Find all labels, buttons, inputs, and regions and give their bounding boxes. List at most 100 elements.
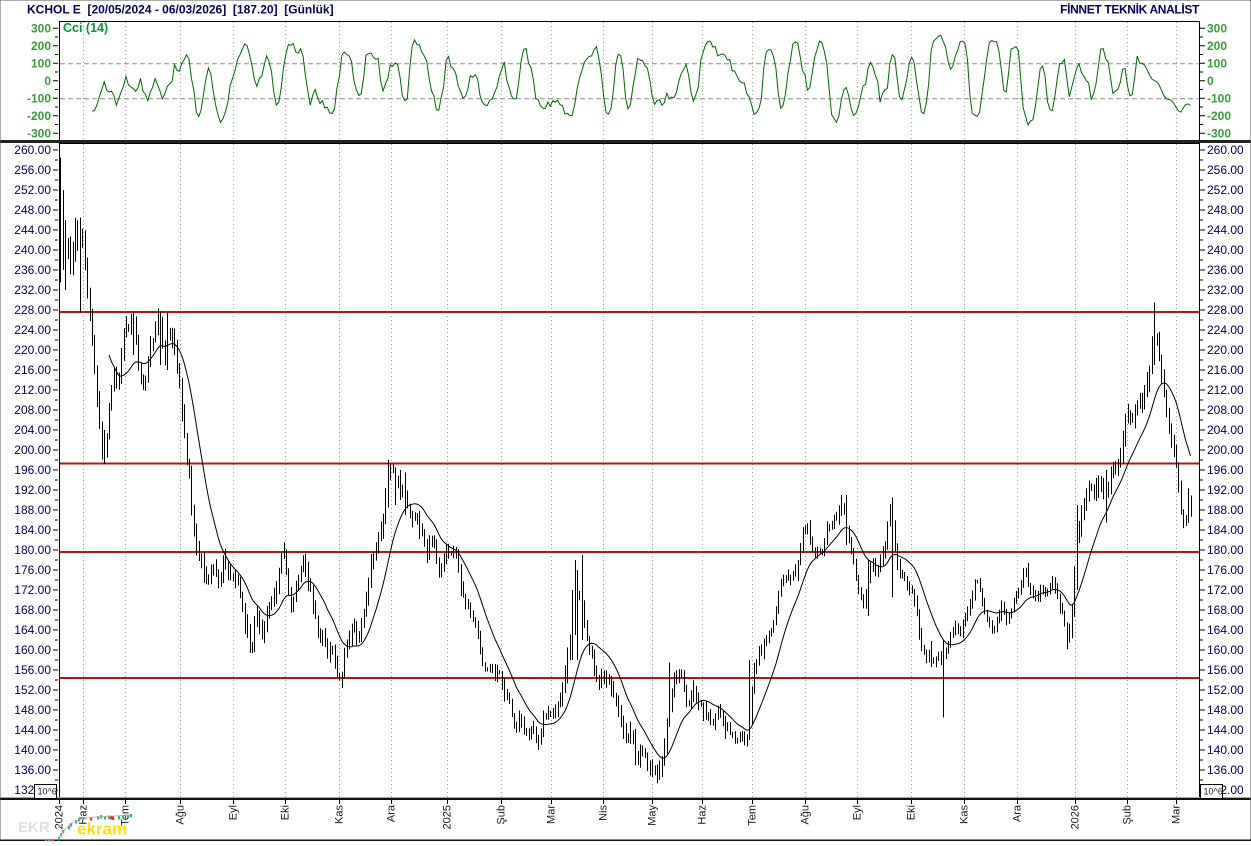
svg-text:2025: 2025 [442, 805, 454, 829]
svg-text:216.00: 216.00 [1207, 363, 1244, 377]
svg-text:Ara: Ara [386, 804, 398, 822]
svg-text:164.00: 164.00 [1207, 623, 1244, 637]
svg-text:240.00: 240.00 [14, 243, 51, 257]
svg-text:Eyl: Eyl [852, 805, 864, 820]
svg-text:-300: -300 [27, 126, 51, 140]
svg-text:Mar: Mar [546, 805, 558, 824]
svg-text:156.00: 156.00 [14, 663, 51, 677]
svg-text:180.00: 180.00 [1207, 543, 1244, 557]
svg-text:216.00: 216.00 [14, 363, 51, 377]
svg-text:212.00: 212.00 [14, 383, 51, 397]
svg-text:200.00: 200.00 [1207, 443, 1244, 457]
svg-text:140.00: 140.00 [14, 743, 51, 757]
svg-text:-200: -200 [1207, 109, 1231, 123]
svg-text:236.00: 236.00 [1207, 263, 1244, 277]
svg-text:KCHOL E [20/05/2024 - 06/03/2: KCHOL E [20/05/2024 - 06/03/2026] [187.2… [27, 3, 334, 17]
svg-text:244.00: 244.00 [14, 223, 51, 237]
svg-text:2026: 2026 [1070, 805, 1082, 829]
svg-text:172.00: 172.00 [14, 583, 51, 597]
svg-text:188.00: 188.00 [14, 503, 51, 517]
svg-text:160.00: 160.00 [14, 643, 51, 657]
svg-text:176.00: 176.00 [14, 563, 51, 577]
svg-text:236.00: 236.00 [14, 263, 51, 277]
svg-text:Eyl: Eyl [228, 805, 240, 820]
svg-text:ekram: ekram [77, 820, 127, 839]
svg-text:188.00: 188.00 [1207, 503, 1244, 517]
svg-text:Mar: Mar [1171, 805, 1183, 824]
svg-text:Kas: Kas [334, 805, 346, 824]
svg-text:FİNNET TEKNİK ANALİST: FİNNET TEKNİK ANALİST [1060, 2, 1200, 17]
svg-text:Cci (14): Cci (14) [63, 21, 108, 35]
svg-text:10^6: 10^6 [1204, 787, 1223, 797]
svg-text:Kas: Kas [959, 805, 971, 824]
svg-text:148.00: 148.00 [14, 703, 51, 717]
svg-text:100: 100 [1207, 56, 1227, 70]
svg-text:Nis: Nis [598, 805, 610, 821]
svg-text:-100: -100 [27, 91, 51, 105]
svg-text:256.00: 256.00 [14, 163, 51, 177]
svg-text:168.00: 168.00 [1207, 603, 1244, 617]
svg-text:Tem: Tem [747, 805, 759, 826]
svg-text:Ara: Ara [1012, 804, 1024, 822]
svg-text:140.00: 140.00 [1207, 743, 1244, 757]
svg-text:200: 200 [1207, 39, 1227, 53]
svg-text:228.00: 228.00 [1207, 303, 1244, 317]
svg-text:10^6: 10^6 [38, 787, 57, 797]
svg-text:204.00: 204.00 [14, 423, 51, 437]
svg-text:144.00: 144.00 [1207, 723, 1244, 737]
svg-text:152.00: 152.00 [14, 683, 51, 697]
svg-text:Ağu: Ağu [175, 805, 187, 825]
svg-text:2024: 2024 [54, 805, 66, 829]
svg-text:196.00: 196.00 [14, 463, 51, 477]
svg-text:224.00: 224.00 [14, 323, 51, 337]
svg-text:220.00: 220.00 [14, 343, 51, 357]
svg-text:-100: -100 [1207, 91, 1231, 105]
svg-text:Eki: Eki [280, 805, 292, 820]
svg-text:252.00: 252.00 [14, 183, 51, 197]
svg-text:176.00: 176.00 [1207, 563, 1244, 577]
svg-text:260.00: 260.00 [14, 143, 51, 157]
svg-text:300: 300 [31, 21, 51, 35]
svg-text:248.00: 248.00 [1207, 203, 1244, 217]
svg-text:EKR: EKR [18, 819, 50, 836]
svg-text:-200: -200 [27, 109, 51, 123]
svg-text:232.00: 232.00 [14, 283, 51, 297]
svg-text:Eki: Eki [906, 805, 918, 820]
svg-text:Haz: Haz [697, 805, 709, 825]
svg-text:Şub: Şub [1122, 805, 1134, 825]
svg-text:164.00: 164.00 [14, 623, 51, 637]
svg-text:144.00: 144.00 [14, 723, 51, 737]
svg-text:136.00: 136.00 [14, 763, 51, 777]
svg-text:228.00: 228.00 [14, 303, 51, 317]
svg-text:Ağu: Ağu [800, 805, 812, 825]
svg-text:0: 0 [1207, 74, 1214, 88]
svg-text:100: 100 [31, 56, 51, 70]
svg-text:0: 0 [44, 74, 51, 88]
svg-text:200.00: 200.00 [14, 443, 51, 457]
svg-text:160.00: 160.00 [1207, 643, 1244, 657]
svg-text:136.00: 136.00 [1207, 763, 1244, 777]
svg-text:240.00: 240.00 [1207, 243, 1244, 257]
svg-text:208.00: 208.00 [14, 403, 51, 417]
svg-text:Şub: Şub [496, 805, 508, 825]
svg-text:208.00: 208.00 [1207, 403, 1244, 417]
svg-text:180.00: 180.00 [14, 543, 51, 557]
svg-text:168.00: 168.00 [14, 603, 51, 617]
svg-text:Haz: Haz [78, 805, 90, 825]
svg-text:204.00: 204.00 [1207, 423, 1244, 437]
svg-text:244.00: 244.00 [1207, 223, 1244, 237]
svg-text:-300: -300 [1207, 126, 1231, 140]
svg-text:212.00: 212.00 [1207, 383, 1244, 397]
svg-text:148.00: 148.00 [1207, 703, 1244, 717]
svg-text:200: 200 [31, 39, 51, 53]
svg-text:172.00: 172.00 [1207, 583, 1244, 597]
svg-text:220.00: 220.00 [1207, 343, 1244, 357]
svg-text:256.00: 256.00 [1207, 163, 1244, 177]
svg-text:184.00: 184.00 [14, 523, 51, 537]
svg-text:224.00: 224.00 [1207, 323, 1244, 337]
svg-text:232.00: 232.00 [1207, 283, 1244, 297]
svg-text:184.00: 184.00 [1207, 523, 1244, 537]
svg-text:192.00: 192.00 [14, 483, 51, 497]
svg-text:152.00: 152.00 [1207, 683, 1244, 697]
svg-text:248.00: 248.00 [14, 203, 51, 217]
